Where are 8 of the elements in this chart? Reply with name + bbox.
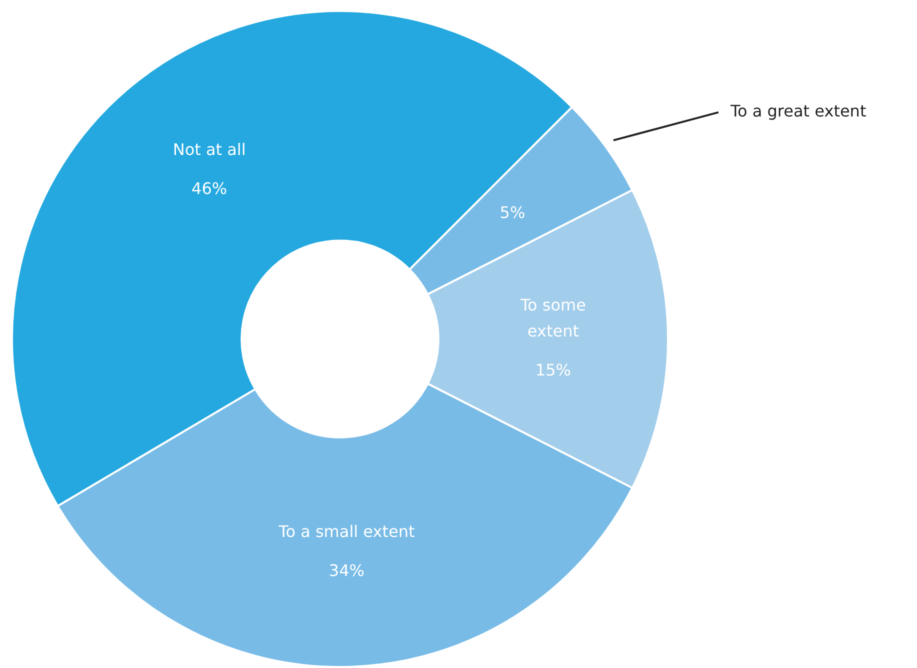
slice-label: Not at all <box>172 140 246 160</box>
slice-label: To some extent <box>519 296 586 341</box>
data-label: 5% <box>500 202 526 222</box>
data-label: 46% <box>192 179 228 198</box>
data-label: 34% <box>328 560 364 580</box>
data-label: 15% <box>535 360 571 380</box>
slice-label: To a great extent <box>729 101 866 120</box>
slice-label: To a small extent <box>278 522 415 541</box>
